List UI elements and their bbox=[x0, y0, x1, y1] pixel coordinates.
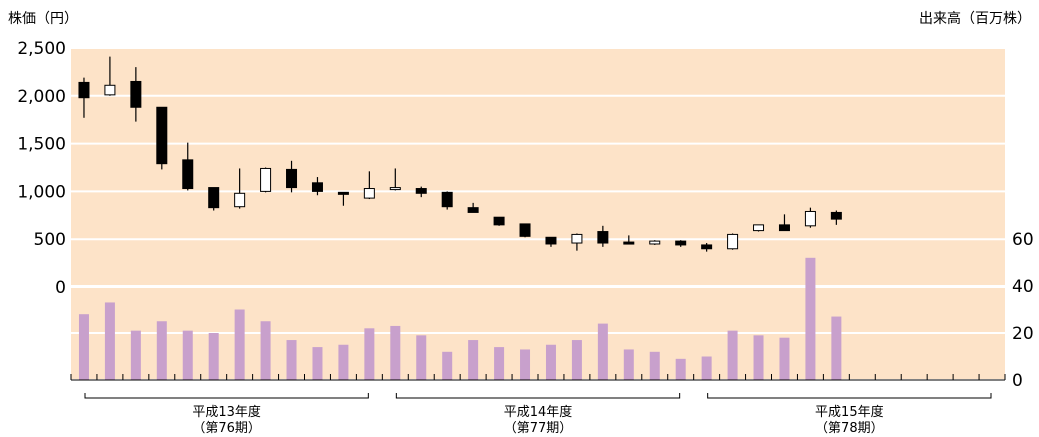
right-tick-label: 60 bbox=[1012, 230, 1034, 250]
fiscal-year-label: 平成13年度 bbox=[192, 404, 261, 420]
candle-body bbox=[804, 210, 816, 227]
candle-body bbox=[778, 224, 790, 232]
left-tick-label: 2,000 bbox=[17, 87, 66, 107]
candle-body bbox=[311, 182, 323, 192]
candle-body bbox=[753, 224, 765, 232]
volume-bar bbox=[494, 347, 505, 380]
fiscal-year-label: 平成15年度 bbox=[815, 404, 884, 420]
right-axis-title: 出来高（百万株） bbox=[919, 11, 1031, 27]
candle-body bbox=[675, 240, 687, 246]
volume-bar bbox=[312, 347, 323, 380]
fiscal-year-label: 平成14年度 bbox=[504, 404, 573, 420]
candle-body bbox=[649, 240, 661, 245]
candle-body bbox=[597, 231, 609, 244]
volume-bar bbox=[779, 337, 790, 380]
volume-bar bbox=[286, 340, 297, 380]
candle-body bbox=[234, 192, 246, 208]
candle-body bbox=[415, 188, 427, 194]
volume-bar bbox=[727, 330, 738, 380]
candle-body bbox=[727, 233, 739, 250]
candle-body bbox=[260, 167, 272, 192]
candle-body bbox=[78, 81, 90, 99]
left-tick-label: 1,500 bbox=[17, 135, 66, 155]
volume-bar bbox=[520, 349, 531, 380]
volume-bar bbox=[468, 340, 479, 380]
left-tick-label: 2,500 bbox=[17, 39, 66, 59]
candle-body bbox=[441, 191, 453, 208]
volume-bar bbox=[390, 325, 401, 380]
volume-bar bbox=[208, 333, 219, 380]
candle-body bbox=[623, 241, 635, 245]
left-tick-label: 1,000 bbox=[17, 182, 66, 202]
candle-body bbox=[830, 211, 842, 220]
volume-bar bbox=[156, 321, 167, 380]
volume-bar bbox=[571, 340, 582, 380]
left-tick-label: 0 bbox=[55, 278, 66, 298]
candle-body bbox=[104, 84, 116, 96]
volume-bar bbox=[442, 351, 453, 380]
candle-body bbox=[286, 168, 298, 189]
volume-bar bbox=[701, 356, 712, 380]
fiscal-year-bracket bbox=[707, 393, 992, 399]
left-tick-label: 500 bbox=[34, 230, 66, 250]
candle-body bbox=[545, 236, 557, 245]
candle-body bbox=[493, 216, 505, 226]
volume-bar bbox=[675, 358, 686, 380]
candle-body bbox=[571, 233, 583, 244]
candle-body bbox=[130, 80, 142, 108]
volume-bar bbox=[831, 316, 842, 380]
candle-body bbox=[701, 244, 713, 250]
fiscal-period-label: （第77期） bbox=[504, 421, 573, 436]
fiscal-year-bracket bbox=[395, 393, 681, 399]
candle-body bbox=[208, 187, 220, 209]
candle-body bbox=[519, 223, 531, 237]
volume-bar bbox=[260, 321, 271, 380]
volume-bar bbox=[78, 314, 89, 380]
left-axis-title: 株価（円） bbox=[8, 11, 78, 27]
fiscal-period-label: （第76期） bbox=[192, 421, 261, 436]
volume-bar bbox=[416, 335, 427, 380]
volume-bar bbox=[753, 335, 764, 380]
fiscal-period-label: （第78期） bbox=[815, 421, 884, 436]
volume-bar bbox=[597, 323, 608, 380]
candle-body bbox=[467, 207, 479, 213]
candle-body bbox=[363, 188, 375, 199]
candle-body bbox=[389, 187, 401, 191]
volume-bar bbox=[104, 302, 115, 380]
fiscal-year-bracket bbox=[84, 393, 369, 399]
volume-bar bbox=[364, 328, 375, 380]
candle-body bbox=[182, 159, 194, 190]
candle-body bbox=[337, 191, 349, 195]
volume-bar bbox=[338, 344, 349, 380]
right-tick-label: 20 bbox=[1012, 324, 1034, 344]
plot-background bbox=[71, 48, 1005, 380]
volume-bar bbox=[805, 257, 816, 380]
volume-bar bbox=[130, 330, 141, 380]
right-tick-label: 0 bbox=[1012, 371, 1023, 391]
volume-bar bbox=[545, 344, 556, 380]
right-tick-label: 40 bbox=[1012, 277, 1034, 297]
volume-bar bbox=[234, 309, 245, 380]
volume-bar bbox=[623, 349, 634, 380]
candle-body bbox=[156, 106, 168, 165]
volume-bar bbox=[649, 351, 660, 380]
volume-bar bbox=[182, 330, 193, 380]
